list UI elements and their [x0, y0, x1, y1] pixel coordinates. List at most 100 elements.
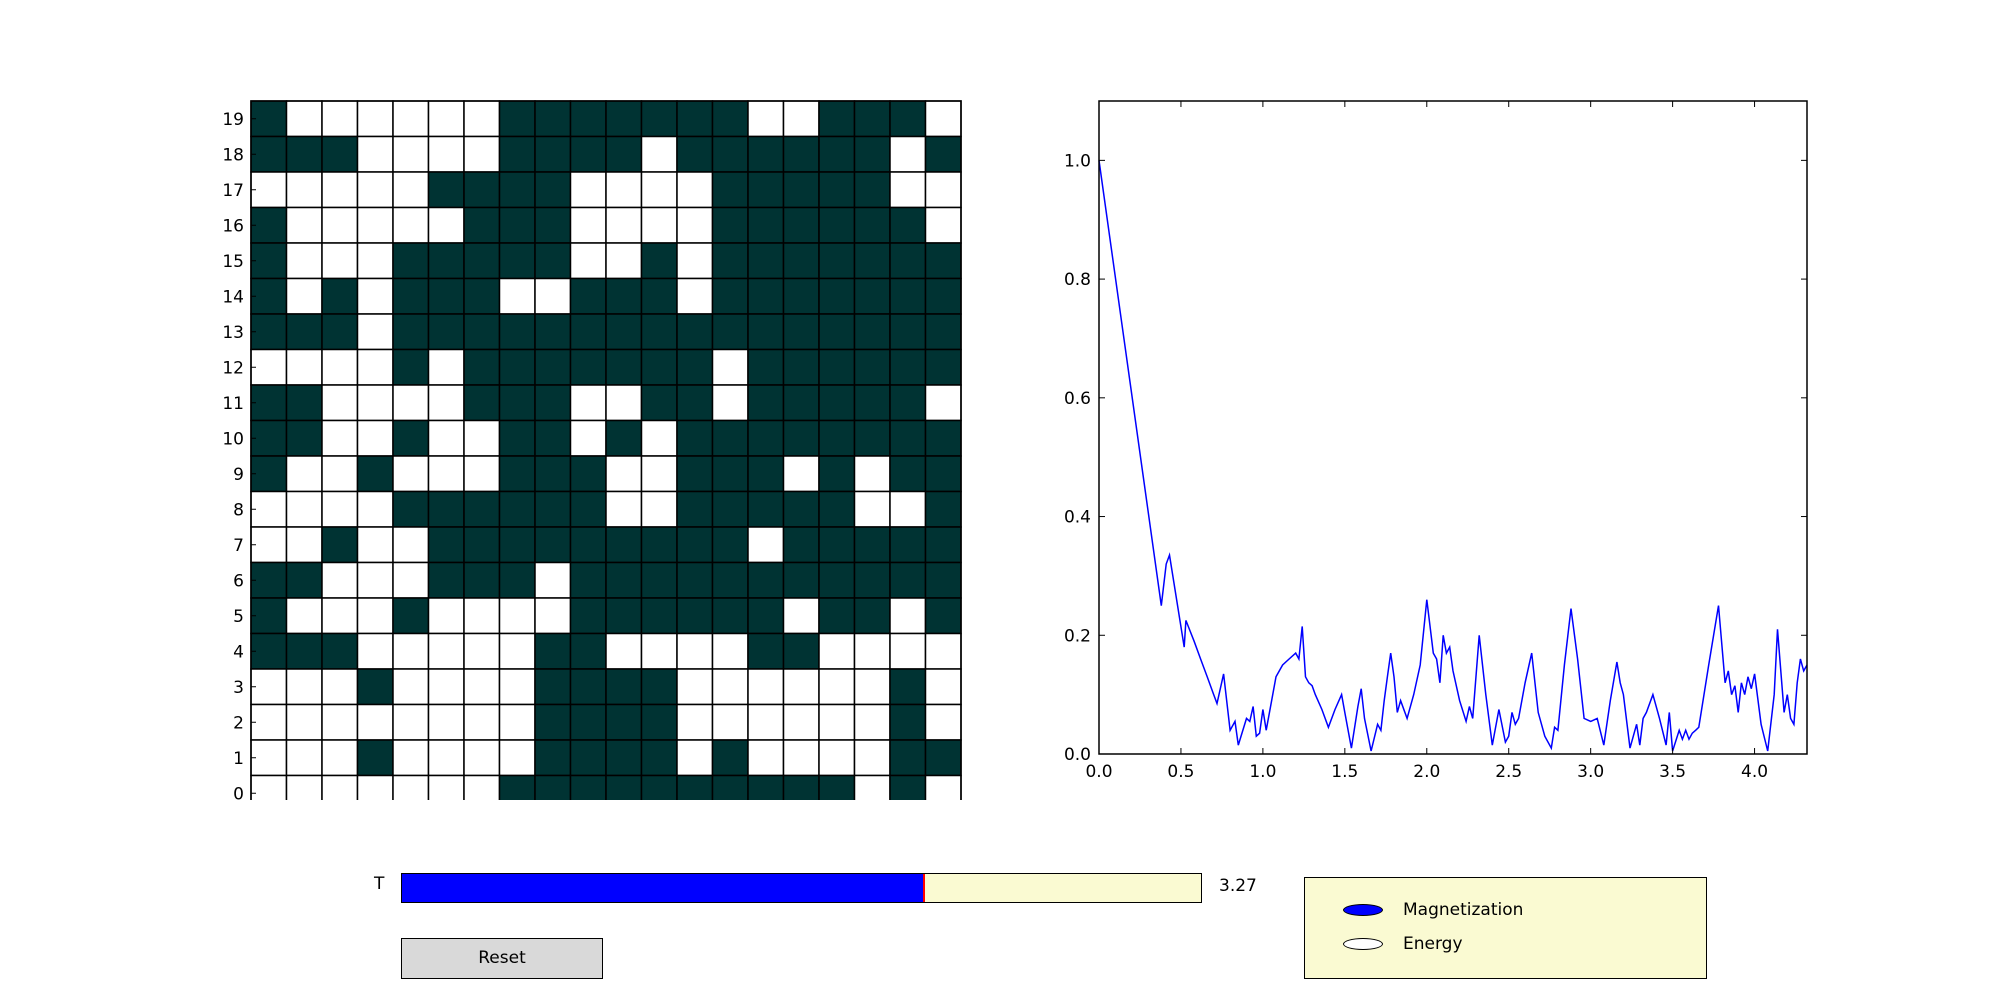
- lattice-cell: [818, 206, 856, 244]
- temperature-value: 3.27: [1219, 876, 1257, 896]
- lattice-cell: [427, 455, 465, 493]
- lattice-cell: [605, 384, 643, 422]
- temperature-slider[interactable]: [401, 873, 1202, 903]
- lattice-cell: [605, 135, 643, 173]
- lattice-cell: [640, 135, 678, 173]
- lattice-cell: [818, 419, 856, 457]
- lattice-cell: [392, 419, 430, 457]
- lattice-cell: [569, 774, 607, 800]
- lattice-cell: [711, 632, 749, 670]
- lattice-cell: [676, 313, 714, 351]
- y-tick-label: 0: [233, 784, 244, 800]
- lattice-cell: [392, 455, 430, 493]
- lattice-cell: [498, 242, 536, 280]
- lattice-cell: [498, 703, 536, 741]
- lattice-cell: [427, 597, 465, 635]
- x-tick-label: 4.0: [1741, 762, 1768, 782]
- lattice-cell: [676, 135, 714, 173]
- lattice-cell: [498, 384, 536, 422]
- x-tick-label: 0.5: [1167, 762, 1194, 782]
- lattice-cell: [463, 384, 501, 422]
- lattice-cell: [853, 206, 891, 244]
- lattice-cell: [285, 171, 323, 209]
- lattice-cell: [747, 100, 785, 138]
- lattice-cell: [853, 455, 891, 493]
- lattice-cell: [747, 384, 785, 422]
- lattice-cell: [321, 703, 359, 741]
- lattice-cell: [640, 348, 678, 386]
- lattice-cell: [498, 206, 536, 244]
- lattice-cell: [747, 597, 785, 635]
- lattice-cell: [889, 703, 927, 741]
- lattice-cell: [640, 384, 678, 422]
- lattice-cell: [534, 206, 572, 244]
- y-tick-label: 6: [233, 571, 244, 591]
- lattice-cell: [676, 384, 714, 422]
- lattice-cell: [676, 668, 714, 706]
- lattice-cell: [463, 597, 501, 635]
- lattice-cell: [250, 561, 288, 599]
- lattice-cell: [605, 455, 643, 493]
- lattice-cell: [569, 490, 607, 528]
- lattice-cell: [676, 206, 714, 244]
- lattice-cell: [747, 668, 785, 706]
- lattice-cell: [285, 490, 323, 528]
- lattice-cell: [853, 774, 891, 800]
- lattice-cell: [711, 455, 749, 493]
- lattice-cell: [924, 277, 962, 315]
- lattice-cell: [427, 348, 465, 386]
- lattice-cell: [605, 277, 643, 315]
- lattice-cell: [321, 135, 359, 173]
- temperature-slider-handle[interactable]: [922, 874, 925, 902]
- lattice-cell: [853, 739, 891, 777]
- lattice-cell: [321, 632, 359, 670]
- lattice-cell: [569, 632, 607, 670]
- lattice-cell: [285, 703, 323, 741]
- lattice-cell: [853, 668, 891, 706]
- lattice-cell: [889, 100, 927, 138]
- lattice-cell: [569, 561, 607, 599]
- lattice-cell: [392, 739, 430, 777]
- lattice-cell: [853, 561, 891, 599]
- lattice-cell: [818, 455, 856, 493]
- lattice-cell: [534, 171, 572, 209]
- lattice-cell: [463, 739, 501, 777]
- reset-button[interactable]: Reset: [401, 938, 603, 979]
- y-tick-label: 1.0: [1064, 151, 1091, 171]
- radio-option-magnetization[interactable]: Magnetization: [1343, 898, 1523, 922]
- lattice-cell: [747, 526, 785, 564]
- lattice-cell: [250, 242, 288, 280]
- lattice-cell: [463, 774, 501, 800]
- lattice-cell: [427, 206, 465, 244]
- lattice-cell: [285, 242, 323, 280]
- x-tick-label: 1.0: [1249, 762, 1276, 782]
- lattice-cell: [676, 100, 714, 138]
- lattice-cell: [356, 277, 394, 315]
- lattice-cell: [356, 490, 394, 528]
- lattice-cell: [924, 739, 962, 777]
- lattice-cell: [534, 597, 572, 635]
- lattice-cell: [605, 703, 643, 741]
- lattice-cell: [356, 100, 394, 138]
- lattice-cell: [250, 526, 288, 564]
- lattice-cell: [569, 597, 607, 635]
- lattice-cell: [853, 703, 891, 741]
- radio-label-energy: Energy: [1403, 934, 1463, 954]
- lattice-cell: [392, 774, 430, 800]
- lattice-cell: [356, 313, 394, 351]
- lattice-cell: [853, 490, 891, 528]
- lattice-cell: [676, 419, 714, 457]
- lattice-cell: [853, 632, 891, 670]
- lattice-cell: [356, 739, 394, 777]
- lattice-cell: [321, 313, 359, 351]
- y-tick-label: 0.8: [1064, 270, 1091, 290]
- lattice-cell: [356, 419, 394, 457]
- lattice-cell: [924, 242, 962, 280]
- lattice-cell: [321, 384, 359, 422]
- lattice-cell: [605, 490, 643, 528]
- radio-option-energy[interactable]: Energy: [1343, 932, 1463, 956]
- lattice-cell: [782, 206, 820, 244]
- lattice-cell: [498, 668, 536, 706]
- lattice-cell: [889, 419, 927, 457]
- observable-radio-panel: Magnetization Energy: [1304, 877, 1707, 979]
